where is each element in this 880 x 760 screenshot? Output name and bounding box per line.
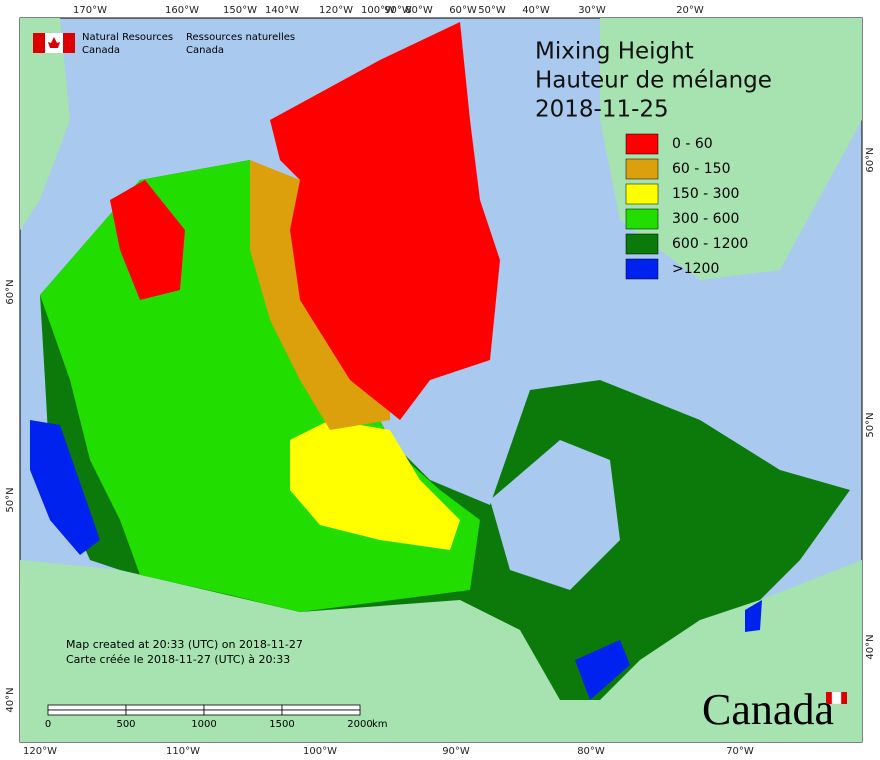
legend-swatch (625, 158, 659, 180)
legend-swatch (625, 233, 659, 255)
legend-swatch (625, 258, 659, 280)
legend-swatch (625, 133, 659, 155)
legend-swatch (625, 183, 659, 205)
scale-segment (47, 709, 127, 716)
top-label: 170°W (73, 5, 107, 16)
title: Mixing Height (535, 39, 694, 65)
wordmark-flag (841, 692, 847, 704)
agency-fr: Ressources naturelles (186, 32, 295, 43)
region-blue (30, 420, 100, 555)
top-label: 120°W (319, 5, 353, 16)
left-label: 40°N (5, 687, 16, 712)
scale-label: 500 (116, 719, 135, 730)
bottom-label: 80°W (577, 746, 605, 757)
left-label: 50°N (5, 487, 16, 512)
scale-unit: km (372, 719, 388, 730)
legend-label: 600 - 1200 (672, 236, 748, 252)
title: Hauteur de mélange (535, 68, 772, 94)
scale-segment (281, 704, 361, 711)
top-label: 140°W (265, 5, 299, 16)
scale-segment (125, 709, 205, 716)
scale-bar: 0 500 1000 1500 2000 km (45, 704, 388, 730)
top-label: 40°W (522, 5, 550, 16)
top-label: 160°W (165, 5, 199, 16)
flag-bar (63, 33, 75, 53)
wordmark-flag (831, 691, 842, 705)
bottom-label: 110°W (166, 746, 200, 757)
scale-segment (203, 709, 283, 716)
bottom-label: 90°W (442, 746, 470, 757)
bottom-label: 70°W (726, 746, 754, 757)
hudson-bay (490, 440, 620, 590)
legend-label: 150 - 300 (672, 186, 739, 202)
land (20, 18, 862, 742)
top-label: 150°W (223, 5, 257, 16)
left-label: 60°N (5, 279, 16, 304)
legend-swatch (625, 208, 659, 230)
bottom-label: 120°W (23, 746, 57, 757)
right-label: 60°N (865, 147, 876, 172)
top-label: 80°W (405, 5, 433, 16)
right-label: 50°N (865, 412, 876, 437)
top-label: 60°W (449, 5, 477, 16)
region-red (270, 22, 500, 420)
region-blue-east (575, 640, 630, 700)
region-yellow (290, 420, 460, 550)
legend-label: 0 - 60 (672, 136, 713, 152)
legend-label: 300 - 600 (672, 211, 739, 227)
flag-bar (33, 33, 45, 53)
land-alaska (20, 18, 70, 230)
credit-en: Map created at 20:33 (UTC) on 2018-11-27 (66, 638, 303, 651)
scale-segment (203, 704, 283, 711)
region-blue-ns (745, 600, 762, 632)
flag-leaf (48, 37, 60, 48)
right-label: 40°N (865, 634, 876, 659)
scale-label: 1000 (191, 719, 216, 730)
legend: 0 - 60 60 - 150 150 - 300 300 - 600 600 - 12… (625, 133, 748, 280)
top-label: 30°W (578, 5, 606, 16)
legend-label: >1200 (672, 261, 719, 277)
bottom-label: 100°W (303, 746, 337, 757)
agency-en: Canada (82, 45, 120, 56)
graticule-labels: 170°W 160°W 150°W 140°W 120°W 100°W90°W80°W 60… (5, 5, 876, 757)
top-label: 20°W (676, 5, 704, 16)
title-date: 2018-11-25 (535, 97, 669, 123)
top-label: 90°W (384, 5, 412, 16)
agency-en: Natural Resources (82, 32, 173, 43)
region-red-west (110, 180, 185, 300)
scale-label: 1500 (269, 719, 294, 730)
wordmark-flag (826, 692, 832, 704)
top-label: 100°W (361, 5, 395, 16)
scale-segment (281, 709, 361, 716)
top-label: 50°W (478, 5, 506, 16)
wordmark: Canada (702, 685, 834, 734)
scale-label: 0 (45, 719, 51, 730)
scale-label: 2000 (347, 719, 372, 730)
agency-fr: Canada (186, 45, 224, 56)
scale-segment (47, 704, 127, 711)
credit-fr: Carte créée le 2018-11-27 (UTC) à 20:33 (66, 653, 290, 666)
legend-label: 60 - 150 (672, 161, 731, 177)
scale-segment (125, 704, 205, 711)
land-greenland (600, 18, 862, 280)
